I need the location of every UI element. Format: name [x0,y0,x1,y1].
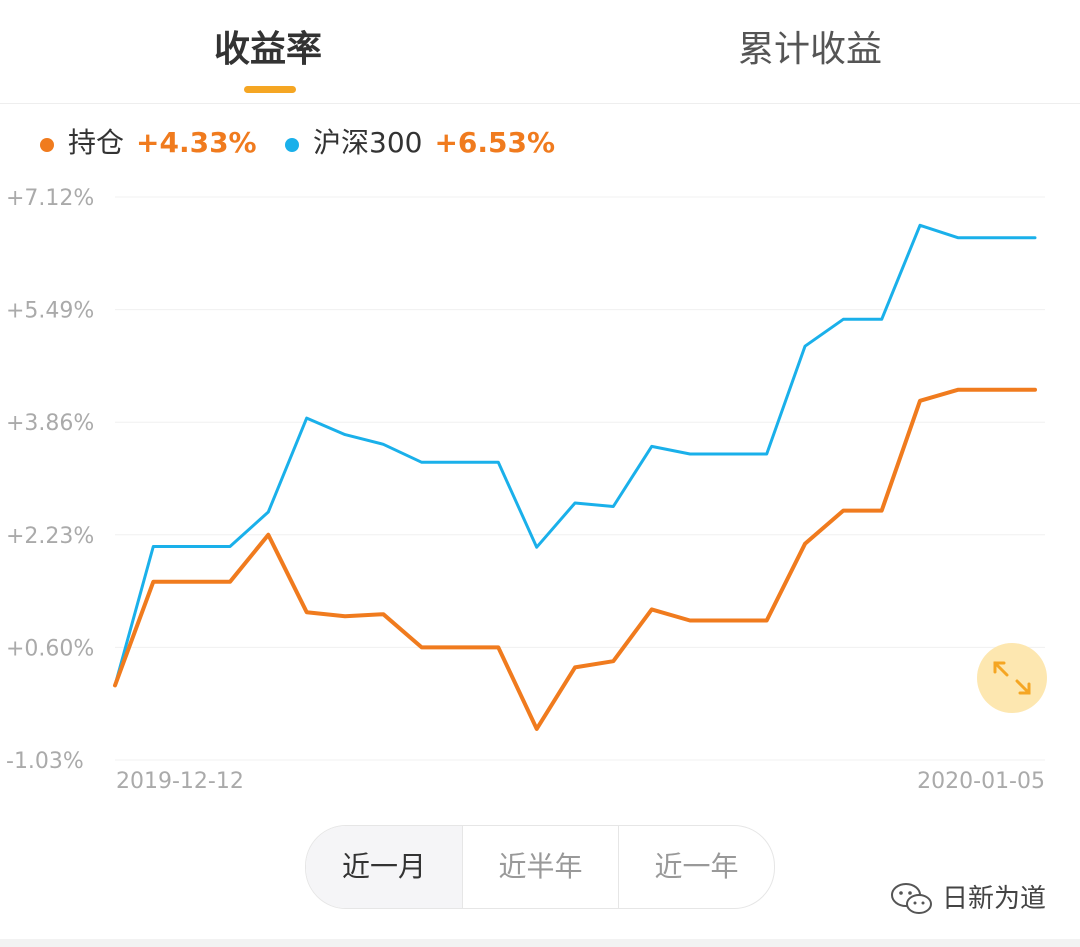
y-tick-label: +3.86% [6,411,94,436]
tab-bar: 收益率 累计收益 [0,0,1080,104]
wechat-icon [891,883,932,914]
legend-value-holding: +4.33% [136,126,257,159]
y-tick-label: +0.60% [6,636,94,661]
series-line-index [113,223,1037,687]
watermark-text: 日新为道 [942,884,1047,914]
expand-arrows-icon [993,661,1031,695]
return-line-chart: +7.12% +5.49% +3.86% +2.23% +0.60% -1.03% 201… [6,186,1045,794]
tab-cumulative-return[interactable]: 累计收益 [738,29,883,70]
bottom-divider [0,939,1080,947]
x-tick-label-end: 2020-01-05 [917,769,1045,794]
series-line-holding [113,387,1037,731]
legend-item-index: 沪深300 +6.53% [285,118,555,168]
legend-value-index: +6.53% [434,126,556,159]
y-tick-label: +2.23% [6,524,94,549]
legend-dot-holding [40,137,54,152]
range-tab-1-month[interactable]: 近一月 [306,826,462,908]
y-tick-label: +5.49% [6,299,94,324]
y-tick-label: +7.12% [6,186,94,211]
watermark: 日新为道 [888,876,1046,922]
legend-name-index: 沪深300 [313,126,423,159]
tab-return-rate[interactable]: 收益率 [214,29,323,70]
time-range-selector: 近一月 近半年 近一年 [305,825,775,909]
range-tab-half-year[interactable]: 近半年 [462,826,618,908]
fullscreen-expand-button[interactable] [977,643,1047,713]
legend-item-holding: 持仓 +4.33% [40,118,257,168]
x-tick-label-start: 2019-12-12 [116,769,244,794]
legend-dot-index [285,137,299,152]
y-tick-label: -1.03% [6,749,84,774]
legend-name-holding: 持仓 [68,126,125,159]
active-tab-indicator [244,86,296,93]
range-tab-1-year[interactable]: 近一年 [618,826,774,908]
